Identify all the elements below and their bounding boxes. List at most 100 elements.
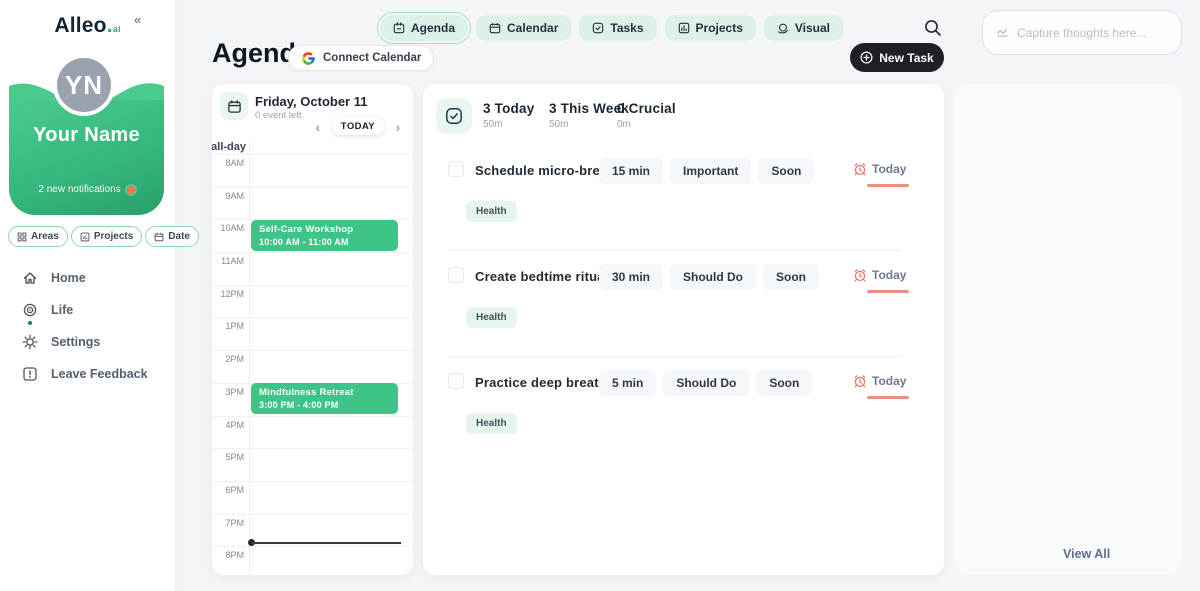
chart-icon: [80, 232, 90, 241]
sidebar-item-home[interactable]: Home: [14, 262, 164, 294]
tab-agenda[interactable]: Agenda: [376, 12, 472, 44]
hour-row-9am[interactable]: 9AM: [212, 186, 413, 220]
stat-today: 3 Today 50m: [483, 101, 534, 130]
calendar-panel: Friday, October 11 0 event left ‹ TODAY …: [212, 84, 413, 575]
calendar-icon: [154, 232, 164, 241]
calendar-grid: 8AM 9AM 10AM 11AM 12PM 1PM 2PM 3PM 4PM 5…: [212, 154, 413, 575]
task-row: Create bedtime ritual 30 min Should Do S…: [423, 264, 944, 364]
filter-areas-button[interactable]: Areas: [8, 226, 68, 247]
alarm-icon: [854, 163, 866, 176]
due-date[interactable]: Today: [853, 162, 906, 176]
duration-badge[interactable]: 15 min: [599, 158, 664, 184]
due-label: Today: [872, 162, 907, 176]
sidebar-item-settings-label: Settings: [51, 335, 101, 349]
connect-calendar-label: Connect Calendar: [323, 52, 422, 64]
when-badge[interactable]: Soon: [763, 264, 820, 290]
hour-row-5pm[interactable]: 5PM: [212, 448, 413, 481]
search-icon[interactable]: [922, 17, 946, 41]
due-date[interactable]: Today: [853, 374, 906, 388]
current-time-line: [251, 542, 401, 544]
tasks-panel: 3 Today 50m 3 This Week 50m 0 Crucial 0m…: [423, 84, 944, 575]
task-title[interactable]: Schedule micro-breaks: [475, 163, 623, 178]
task-title[interactable]: Practice deep breathing: [475, 375, 627, 390]
new-task-button[interactable]: New Task: [850, 43, 944, 72]
tab-tasks[interactable]: Tasks: [579, 15, 657, 41]
event-time: 3:00 PM - 4:00 PM: [259, 400, 339, 410]
active-indicator-dot: [28, 321, 32, 325]
duration-badge[interactable]: 5 min: [599, 370, 657, 396]
google-icon: [302, 51, 315, 65]
sidebar-item-feedback[interactable]: Leave Feedback: [14, 358, 164, 390]
priority-badge[interactable]: Should Do: [670, 264, 757, 290]
sidebar-filters: Areas Projects Date: [8, 226, 199, 247]
plus-circle-icon: [860, 51, 873, 64]
hour-row-4pm[interactable]: 4PM: [212, 415, 413, 449]
notifications-label: 2 new notifications: [38, 184, 121, 195]
target-icon: [22, 302, 38, 318]
sidebar-item-settings[interactable]: Settings: [14, 326, 164, 358]
tab-calendar[interactable]: Calendar: [476, 15, 572, 41]
scribble-icon: [997, 28, 1008, 37]
priority-badge[interactable]: Important: [670, 158, 752, 184]
task-checkbox[interactable]: [448, 373, 464, 389]
hour-row-10am[interactable]: 10AM: [212, 219, 413, 252]
all-day-label: all-day: [212, 141, 246, 153]
capture-panel: [954, 84, 1182, 575]
today-button[interactable]: TODAY: [331, 118, 384, 135]
tab-tasks-label: Tasks: [610, 21, 644, 35]
hour-row-8pm[interactable]: 8PM: [212, 546, 413, 575]
hour-row-11am[interactable]: 11AM: [212, 252, 413, 285]
view-all-link[interactable]: View All: [1063, 547, 1111, 561]
filter-date-button[interactable]: Date: [145, 226, 199, 247]
hour-label: 7PM: [225, 517, 244, 528]
filter-projects-button[interactable]: Projects: [70, 226, 143, 247]
hour-row-6pm[interactable]: 6PM: [212, 480, 413, 514]
chevron-right-icon[interactable]: ›: [395, 118, 401, 135]
hour-row-7pm[interactable]: 7PM: [212, 513, 413, 547]
hour-label: 6PM: [225, 484, 244, 495]
task-tag-health[interactable]: Health: [466, 307, 517, 328]
chevron-left-icon[interactable]: ‹: [315, 118, 321, 135]
hour-row-12pm[interactable]: 12PM: [212, 284, 413, 318]
calendar-event-self-care-workshop[interactable]: Self-Care Workshop 10:00 AM - 11:00 AM: [251, 220, 398, 251]
stat-this-week-duration: 50m: [549, 119, 569, 130]
home-icon: [22, 270, 38, 286]
calendar-header-icon: [220, 92, 248, 120]
task-checkbox[interactable]: [448, 267, 464, 283]
avatar[interactable]: YN: [57, 58, 111, 112]
user-name: Your Name: [33, 124, 140, 146]
when-badge[interactable]: Soon: [758, 158, 815, 184]
collapse-sidebar-icon[interactable]: «: [134, 12, 142, 27]
gear-icon: [22, 334, 38, 350]
priority-badge[interactable]: Should Do: [663, 370, 750, 396]
calendar-events-left: 0 event left: [255, 110, 302, 121]
hour-label: 1PM: [225, 321, 244, 332]
duration-badge[interactable]: 30 min: [599, 264, 664, 290]
task-title[interactable]: Create bedtime ritual: [475, 269, 609, 284]
calendar-event-mindfulness-retreat[interactable]: Mindfulness Retreat 3:00 PM - 4:00 PM: [251, 383, 398, 414]
agenda-icon: [393, 22, 405, 34]
capture-thoughts-box[interactable]: [982, 10, 1182, 55]
tab-visual-label: Visual: [794, 21, 831, 35]
tab-visual[interactable]: Visual: [763, 15, 844, 41]
hour-label: 8AM: [225, 158, 244, 168]
notifications-link[interactable]: 2 new notifications: [9, 184, 164, 195]
connect-calendar-button[interactable]: Connect Calendar: [288, 45, 435, 71]
task-tag-health[interactable]: Health: [466, 413, 517, 434]
when-badge[interactable]: Soon: [756, 370, 813, 396]
stat-this-week: 3 This Week 50m: [549, 101, 629, 130]
tab-projects[interactable]: Projects: [664, 15, 756, 41]
hour-row-8am[interactable]: 8AM: [212, 154, 413, 187]
capture-thoughts-input[interactable]: [1017, 25, 1167, 40]
task-checkbox[interactable]: [448, 161, 464, 177]
hour-row-1pm[interactable]: 1PM: [212, 317, 413, 350]
task-tag-health[interactable]: Health: [466, 201, 517, 222]
task-divider: [448, 356, 901, 357]
hour-label: 9AM: [225, 190, 244, 201]
sidebar-item-life-label: Life: [51, 303, 74, 317]
hour-label: 8PM: [225, 550, 244, 561]
sidebar-item-life[interactable]: Life: [14, 294, 164, 326]
hour-row-2pm[interactable]: 2PM: [212, 350, 413, 383]
due-date[interactable]: Today: [853, 268, 906, 282]
filter-projects-label: Projects: [93, 231, 134, 242]
